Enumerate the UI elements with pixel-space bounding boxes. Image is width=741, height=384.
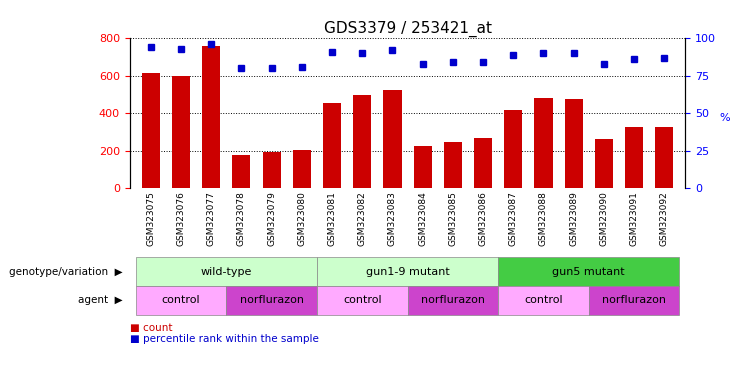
Text: GSM323075: GSM323075 [146, 192, 156, 247]
Bar [655, 127, 674, 188]
Bar [317, 257, 498, 286]
Y-axis label: %: % [720, 113, 730, 123]
Text: GSM323082: GSM323082 [358, 192, 367, 247]
Bar [565, 99, 582, 188]
Text: control: control [343, 295, 382, 306]
Bar [142, 73, 160, 188]
Text: gun1-9 mutant: gun1-9 mutant [365, 266, 450, 277]
Text: control: control [524, 295, 562, 306]
Bar [595, 139, 613, 188]
Bar [202, 46, 220, 188]
Text: norflurazon: norflurazon [602, 295, 666, 306]
Bar [353, 94, 371, 188]
Bar [534, 98, 553, 188]
Text: GSM323088: GSM323088 [539, 192, 548, 247]
Text: GSM323079: GSM323079 [268, 192, 276, 247]
Text: GSM323080: GSM323080 [297, 192, 306, 247]
Bar [136, 257, 317, 286]
Text: GSM323078: GSM323078 [237, 192, 246, 247]
Text: GSM323076: GSM323076 [176, 192, 185, 247]
Title: GDS3379 / 253421_at: GDS3379 / 253421_at [324, 21, 491, 37]
Bar [474, 137, 492, 188]
Bar [323, 103, 341, 188]
Bar [413, 146, 432, 188]
Bar [498, 286, 589, 315]
Bar [408, 286, 498, 315]
Text: ■ percentile rank within the sample: ■ percentile rank within the sample [130, 334, 319, 344]
Text: GSM323087: GSM323087 [509, 192, 518, 247]
Text: GSM323089: GSM323089 [569, 192, 578, 247]
Bar [498, 257, 679, 286]
Text: GSM323091: GSM323091 [630, 192, 639, 247]
Text: norflurazon: norflurazon [421, 295, 485, 306]
Text: GSM323090: GSM323090 [599, 192, 608, 247]
Text: wild-type: wild-type [201, 266, 252, 277]
Bar [317, 286, 408, 315]
Bar [136, 286, 226, 315]
Text: GSM323077: GSM323077 [207, 192, 216, 247]
Text: norflurazon: norflurazon [239, 295, 304, 306]
Bar [444, 142, 462, 188]
Bar [293, 150, 311, 188]
Text: genotype/variation  ▶: genotype/variation ▶ [9, 266, 122, 277]
Text: GSM323083: GSM323083 [388, 192, 397, 247]
Bar [172, 76, 190, 188]
Text: agent  ▶: agent ▶ [78, 295, 122, 306]
Text: GSM323081: GSM323081 [328, 192, 336, 247]
Bar [226, 286, 317, 315]
Bar [589, 286, 679, 315]
Bar [625, 127, 643, 188]
Bar [233, 156, 250, 188]
Text: GSM323085: GSM323085 [448, 192, 457, 247]
Text: GSM323086: GSM323086 [479, 192, 488, 247]
Text: GSM323084: GSM323084 [418, 192, 427, 247]
Bar [383, 90, 402, 188]
Bar [262, 152, 281, 188]
Text: gun5 mutant: gun5 mutant [553, 266, 625, 277]
Text: control: control [162, 295, 200, 306]
Text: GSM323092: GSM323092 [659, 192, 669, 247]
Text: ■ count: ■ count [130, 323, 172, 333]
Bar [504, 111, 522, 188]
